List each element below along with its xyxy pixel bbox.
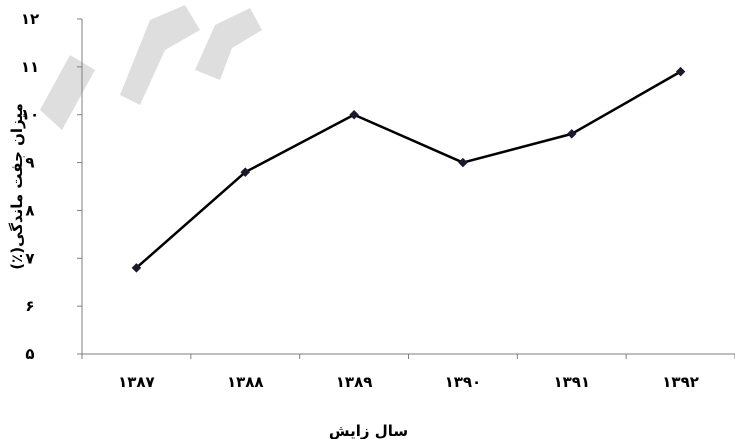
y-axis-title: میزان جفت ماندگی(٪): [8, 103, 26, 270]
series-layer: [131, 66, 686, 273]
data-point-marker: [566, 129, 577, 139]
watermark-stroke-2: [120, 5, 200, 105]
y-tick-label: ۶: [25, 297, 34, 315]
y-tick-label: ۱۲: [21, 10, 39, 28]
x-tick-label: ۱۳۹۲: [662, 373, 699, 391]
y-tick-label: ۱۱: [21, 58, 39, 76]
axes: [81, 19, 735, 355]
data-point-marker: [131, 263, 142, 273]
x-tick-label: ۱۳۸۸: [227, 373, 264, 391]
data-point-marker: [240, 167, 251, 177]
y-ticks: ۵ ۶ ۷ ۸ ۹ ۱۰ ۱۱ ۱۲: [21, 10, 82, 363]
y-tick-label: ۱۰: [21, 106, 39, 124]
watermark-stroke-3: [195, 8, 262, 80]
y-tick-label: ۸: [25, 201, 34, 219]
watermark: [40, 5, 262, 130]
x-tick-label: ۱۳۸۷: [118, 373, 155, 391]
x-tick-label: ۱۳۹۱: [553, 373, 590, 391]
data-point-marker: [675, 66, 686, 77]
watermark-stroke-1: [40, 55, 95, 130]
series-line: [135, 70, 682, 269]
y-tick-label: ۷: [25, 249, 34, 267]
data-point-marker: [458, 157, 468, 168]
x-axis-title: سال زایش: [329, 422, 408, 439]
data-point-marker: [349, 109, 359, 120]
x-ticks: ۱۳۸۷ ۱۳۸۸ ۱۳۸۹ ۱۳۹۰ ۱۳۹۱ ۱۳۹۲: [81, 354, 735, 391]
y-tick-label: ۵: [25, 345, 34, 363]
x-tick-label: ۱۳۸۹: [336, 373, 373, 391]
x-tick-label: ۱۳۹۰: [445, 373, 482, 391]
y-tick-label: ۹: [25, 154, 34, 172]
